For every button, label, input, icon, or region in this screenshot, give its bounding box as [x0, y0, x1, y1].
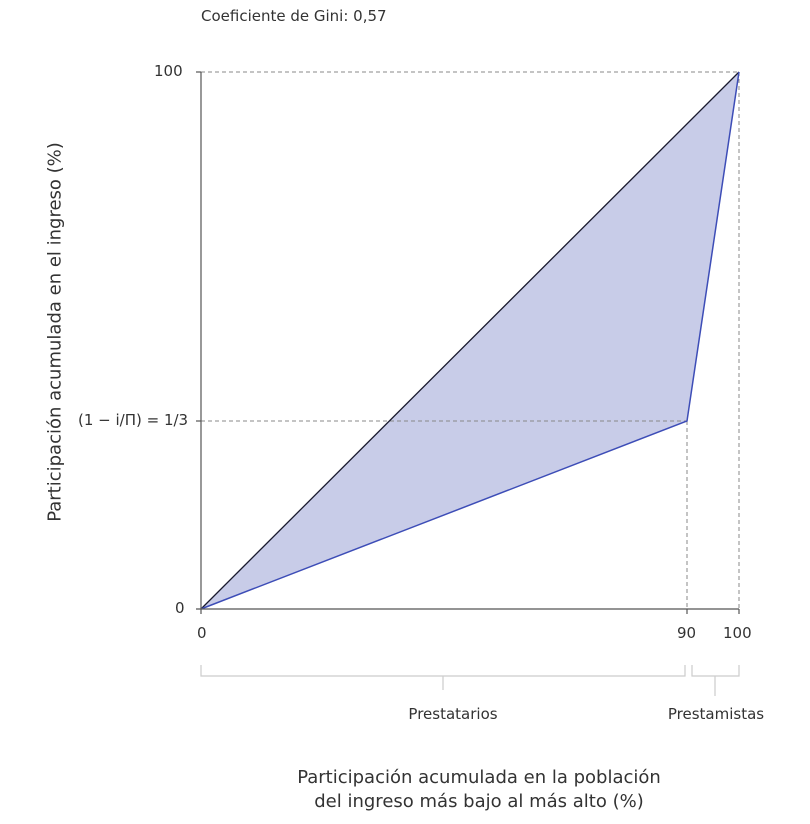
y-tick-100: 100: [154, 62, 183, 80]
y-tick-third: (1 − i/Π) = 1/3: [78, 411, 189, 429]
x-axis-label-line2: del ingreso más bajo al más alto (%): [314, 791, 644, 812]
y-axis-label: Participación acumulada en el ingreso (%…: [44, 142, 66, 522]
lorenz-curve: [200, 71, 740, 610]
x-axis-label: Participación acumulada en la población …: [297, 766, 661, 814]
lenders-label: Prestamistas: [667, 705, 765, 723]
x-axis-label-line1: Participación acumulada en la población: [297, 767, 661, 788]
equality-line: [200, 71, 740, 610]
x-tick-0: 0: [197, 624, 207, 642]
x-tick-100: 100: [723, 624, 752, 642]
x-tick-90: 90: [677, 624, 697, 642]
y-tick-0: 0: [175, 599, 185, 617]
borrowers-bracket: [200, 665, 686, 677]
lenders-bracket: [691, 665, 740, 677]
borrowers-label: Prestatarios: [408, 705, 498, 723]
chart-title: Coeficiente de Gini: 0,57: [201, 7, 387, 25]
